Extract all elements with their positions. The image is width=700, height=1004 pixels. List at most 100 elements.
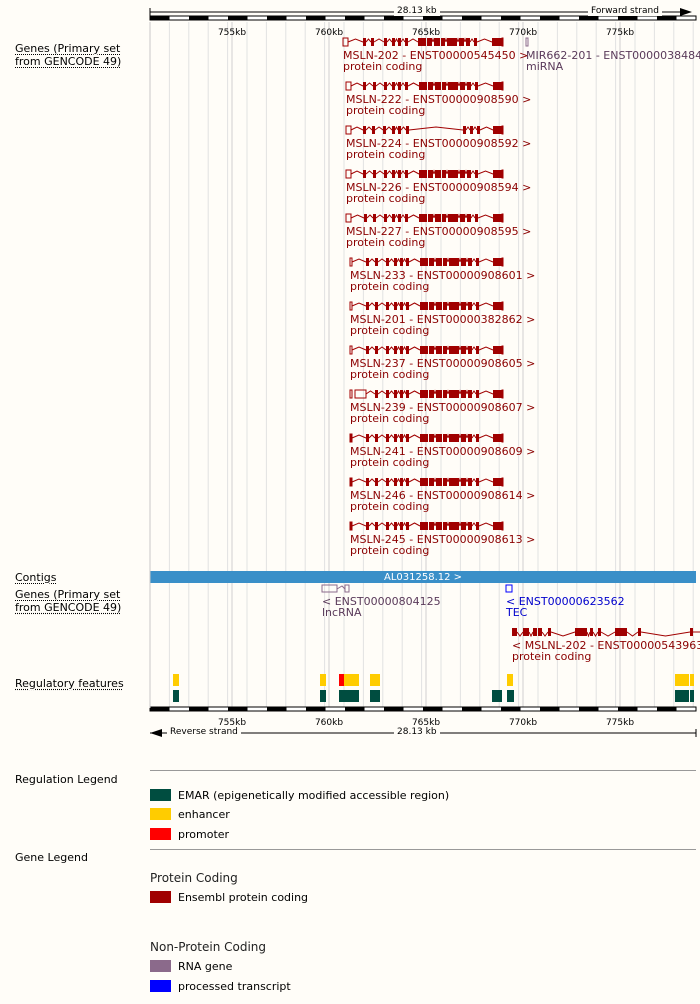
coding-exon: [429, 522, 434, 530]
tec-transcript-name[interactable]: < ENST00000623562: [506, 595, 625, 608]
tick-label: 760kb: [314, 718, 344, 728]
ruler-segment: [228, 707, 248, 711]
ruler-segment: [150, 16, 170, 20]
ruler-segment: [423, 16, 443, 20]
coding-exon: [429, 390, 434, 398]
utr-exon: [349, 257, 353, 267]
transcript-name[interactable]: MSLN-222 - ENST00000908590 >: [346, 93, 532, 106]
intron: [351, 302, 367, 307]
transcript-name[interactable]: MSLN-224 - ENST00000908592 >: [346, 137, 532, 150]
coding-exon: [461, 302, 466, 310]
coding-exon: [405, 170, 408, 178]
mirna-name[interactable]: MIR662-201 - ENST00000384847: [526, 50, 700, 62]
msnl-transcript-name[interactable]: < MSLNL-202 - ENST00000543963: [512, 640, 700, 652]
coding-exon: [406, 522, 409, 530]
intron: [456, 37, 460, 43]
transcript-name[interactable]: MSLN-226 - ENST00000908594 >: [346, 181, 532, 194]
reverse-arrow: [150, 729, 162, 737]
intron: [365, 126, 373, 131]
intron: [477, 170, 494, 175]
intron: [400, 126, 407, 131]
intron: [465, 433, 469, 439]
coding-exon: [366, 346, 369, 354]
coding-exon: [394, 302, 397, 310]
ruler-segment: [267, 707, 287, 711]
intron: [445, 81, 449, 87]
utr-exon: [354, 389, 367, 399]
coding-exon: [386, 346, 389, 354]
intron: [477, 82, 494, 87]
intron: [471, 478, 477, 483]
transcript-name[interactable]: MSLN-202 - ENST00000545450 >: [343, 49, 529, 62]
intron: [478, 302, 494, 307]
transcript-name[interactable]: MSLN-239 - ENST00000908607 >: [350, 401, 536, 414]
intron: [365, 390, 376, 395]
coding-exon: [392, 126, 395, 134]
intron: [446, 477, 450, 483]
coding-exon: [690, 628, 693, 636]
track-label-regulatory[interactable]: Regulatory features: [15, 677, 124, 690]
coding-exon: [373, 214, 376, 222]
coding-exon: [443, 302, 447, 310]
promoter-swatch: [150, 828, 171, 840]
intron: [408, 522, 421, 527]
utr-tail: [501, 213, 504, 223]
intron: [446, 301, 450, 307]
coding-exon: [372, 126, 375, 134]
intron: [368, 302, 376, 307]
coding-exon: [493, 170, 502, 178]
coding-exon: [364, 214, 367, 222]
track-label-genes-reverse[interactable]: Genes (Primary set from GENCODE 49): [15, 588, 122, 614]
transcript-name[interactable]: MSLN-237 - ENST00000908605 >: [350, 357, 536, 370]
intron: [394, 169, 399, 175]
regulation-legend-title: Regulation Legend: [15, 773, 118, 786]
coding-exon: [467, 214, 471, 222]
lnc-transcript-name[interactable]: < ENST00000804125: [322, 595, 441, 608]
tick-label: 770kb: [508, 28, 538, 38]
intron: [396, 345, 401, 351]
coding-exon: [475, 214, 478, 222]
coding-exon: [533, 628, 537, 636]
track-label-contigs[interactable]: Contigs: [15, 571, 57, 584]
coding-exon: [386, 390, 389, 398]
intron: [375, 170, 385, 175]
coding-exon: [443, 478, 447, 486]
contig-label[interactable]: AL031258.12 >: [384, 572, 463, 583]
coding-exon: [436, 302, 442, 310]
coding-exon: [428, 214, 433, 222]
intron: [446, 345, 450, 351]
intron: [478, 258, 494, 263]
transcript-name[interactable]: MSLN-233 - ENST00000908601 >: [350, 269, 536, 282]
intron: [375, 82, 385, 87]
enhancer-swatch: [150, 808, 171, 820]
coding-exon: [449, 434, 459, 442]
emar-legend-label: EMAR (epigenetically modified accessible…: [178, 789, 450, 802]
coding-exon: [435, 170, 441, 178]
intron: [402, 389, 407, 395]
intron: [471, 390, 477, 395]
bottom-length-label: 28.13 kb: [394, 727, 440, 737]
tick-label: 775kb: [605, 28, 635, 38]
ruler-segment: [618, 707, 638, 711]
coding-exon: [392, 82, 395, 90]
coding-exon: [475, 170, 478, 178]
promoter-legend-label: promoter: [178, 828, 230, 841]
coding-exon: [449, 346, 459, 354]
transcript-name[interactable]: MSLN-245 - ENST00000908613 >: [350, 533, 536, 546]
coding-exon: [398, 214, 401, 222]
coding-exon: [468, 434, 472, 442]
transcript-name[interactable]: MSLN-227 - ENST00000908595 >: [346, 225, 532, 238]
transcript-name[interactable]: MSLN-241 - ENST00000908609 >: [350, 445, 536, 458]
forward-arrow: [680, 8, 692, 16]
intron: [458, 521, 462, 527]
intron: [626, 631, 639, 637]
coding-exon: [386, 522, 389, 530]
transcript-name[interactable]: MSLN-246 - ENST00000908614 >: [350, 489, 536, 502]
track-label-genes-forward[interactable]: Genes (Primary set from GENCODE 49): [15, 42, 122, 68]
coding-exon: [375, 522, 378, 530]
intron: [463, 37, 467, 43]
tick-label: 760kb: [314, 28, 344, 38]
transcript-name[interactable]: MSLN-201 - ENST00000382862 >: [350, 313, 536, 326]
intron: [396, 521, 401, 527]
